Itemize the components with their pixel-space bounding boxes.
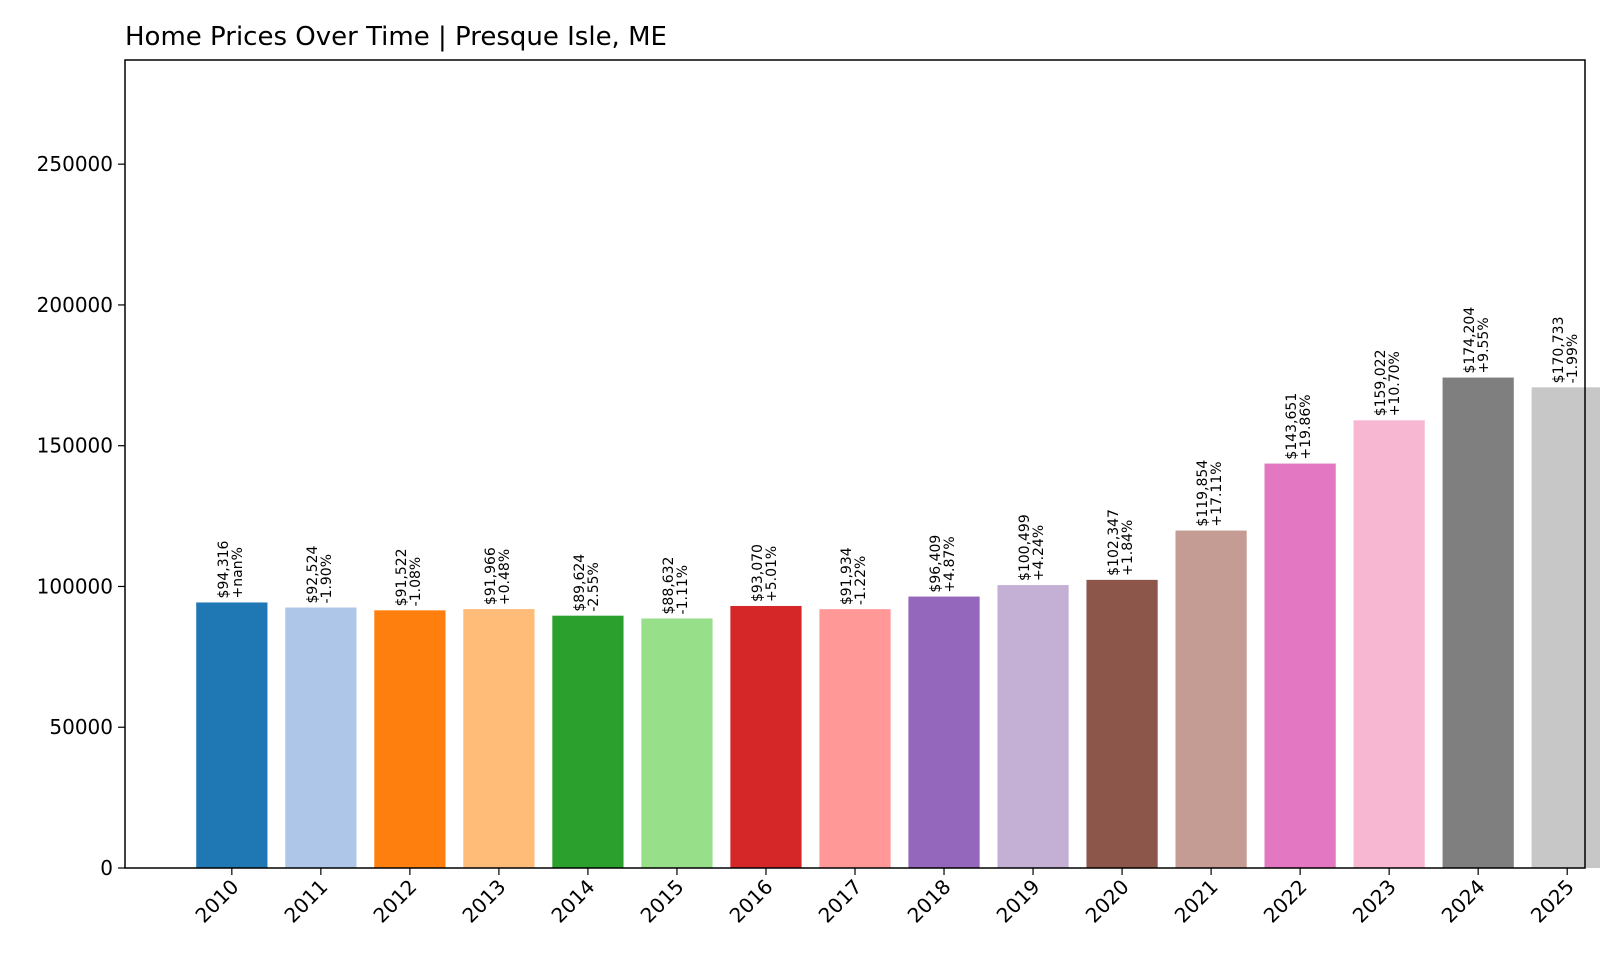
x-tick-label: 2025 (1526, 875, 1579, 928)
bar-change-label: +5.01% (764, 546, 780, 602)
bar-label-2023: $159,022+10.70% (1373, 349, 1403, 416)
bar-change-label: +4.24% (1031, 525, 1047, 581)
x-tick-label: 2019 (992, 875, 1045, 928)
bar-label-2014: $89,624-2.55% (572, 554, 602, 612)
bar-price-label: $92,524 (305, 546, 321, 604)
bar-price-label: $102,347 (1106, 509, 1122, 576)
bar-labels-layer: $94,316+nan% $92,524-1.90% $91,522-1.08% $9… (216, 307, 1581, 615)
bar-label-2011: $92,524-1.90% (305, 546, 335, 604)
bar-label-2012: $91,522-1.08% (394, 548, 424, 606)
y-axis: 0 50000 100000 150000 200000 250000 (37, 152, 125, 880)
chart-title: Home Prices Over Time | Presque Isle, ME (125, 22, 667, 52)
bar-label-2017: $91,934-1.22% (839, 547, 869, 605)
bar-2015 (641, 618, 713, 868)
y-tick-label: 150000 (37, 434, 113, 458)
y-tick-label: 200000 (37, 293, 113, 317)
bar-label-2016: $93,070+5.01% (750, 544, 780, 602)
x-tick-label: 2013 (457, 875, 510, 928)
x-axis: 2010 2011 2012 2013 2014 2015 2016 2017 2018 2019… (190, 868, 1579, 928)
bar-label-2019: $100,499+4.24% (1017, 514, 1047, 581)
x-tick-label: 2020 (1081, 875, 1134, 928)
bar-label-2010: $94,316+nan% (216, 540, 246, 598)
x-tick-label: 2015 (636, 875, 689, 928)
bar-2021 (1175, 530, 1247, 868)
bar-price-label: $96,409 (928, 535, 944, 593)
bar-price-label: $94,316 (216, 540, 232, 598)
bar-label-2018: $96,409+4.87% (928, 535, 958, 593)
bar-change-label: -1.22% (853, 556, 869, 606)
bar-2016 (730, 605, 802, 868)
bar-label-2015: $88,632-1.11% (661, 557, 691, 615)
x-tick-label: 2012 (368, 875, 421, 928)
bar-price-label: $159,022 (1373, 349, 1389, 416)
bar-change-label: -1.08% (408, 557, 424, 607)
bar-price-label: $119,854 (1195, 460, 1211, 527)
x-tick-label: 2021 (1170, 875, 1223, 928)
bar-change-label: -2.55% (586, 562, 602, 612)
bar-change-label: +9.55% (1476, 317, 1492, 373)
bar-2024 (1442, 377, 1514, 868)
x-tick-label: 2014 (546, 875, 599, 928)
x-tick-label: 2024 (1437, 875, 1490, 928)
bar-2023 (1353, 420, 1425, 868)
bar-price-label: $89,624 (572, 554, 588, 612)
bar-change-label: -1.90% (319, 554, 335, 604)
bars-layer (196, 377, 1600, 868)
bar-2011 (285, 607, 357, 868)
bar-label-2021: $119,854+17.11% (1195, 460, 1225, 527)
bar-change-label: +10.70% (1387, 351, 1403, 416)
bar-2020 (1086, 579, 1158, 868)
bar-price-label: $91,522 (394, 548, 410, 606)
bar-change-label: +nan% (230, 547, 246, 598)
bar-2014 (552, 615, 624, 868)
x-tick-label: 2018 (903, 875, 956, 928)
bar-price-label: $143,651 (1284, 393, 1300, 460)
x-tick-label: 2010 (190, 875, 243, 928)
bar-2012 (374, 610, 446, 868)
bar-change-label: +4.87% (942, 536, 958, 592)
bar-price-label: $91,966 (483, 547, 499, 605)
bar-change-label: +19.86% (1298, 394, 1314, 459)
bar-change-label: +0.48% (497, 549, 513, 605)
y-tick-label: 100000 (37, 574, 113, 598)
x-tick-label: 2023 (1348, 875, 1401, 928)
bar-label-2013: $91,966+0.48% (483, 547, 513, 605)
bar-change-label: +1.84% (1120, 520, 1136, 576)
bar-price-label: $93,070 (750, 544, 766, 602)
bar-change-label: -1.99% (1565, 334, 1581, 384)
x-tick-label: 2022 (1259, 875, 1312, 928)
bar-2013 (463, 609, 535, 868)
y-tick-label: 50000 (49, 715, 113, 739)
bar-price-label: $170,733 (1551, 317, 1567, 384)
bar-change-label: +17.11% (1209, 461, 1225, 526)
x-tick-label: 2017 (814, 875, 867, 928)
bar-2017 (819, 609, 891, 868)
x-tick-label: 2016 (725, 875, 778, 928)
bar-change-label: -1.11% (675, 565, 691, 615)
bar-label-2022: $143,651+19.86% (1284, 393, 1314, 460)
bar-price-label: $174,204 (1462, 307, 1478, 374)
bar-2010 (196, 602, 268, 868)
bar-label-2024: $174,204+9.55% (1462, 307, 1492, 374)
y-tick-label: 250000 (37, 152, 113, 176)
x-tick-label: 2011 (279, 875, 332, 928)
bar-label-2020: $102,347+1.84% (1106, 509, 1136, 576)
bar-price-label: $88,632 (661, 557, 677, 615)
bar-label-2025: $170,733-1.99% (1551, 317, 1581, 384)
bar-2022 (1264, 463, 1336, 868)
y-tick-label: 0 (100, 856, 113, 880)
bar-2018 (908, 596, 980, 868)
bar-2019 (997, 585, 1069, 868)
bar-price-label: $100,499 (1017, 514, 1033, 581)
bar-price-label: $91,934 (839, 547, 855, 605)
bar-2025 (1531, 387, 1600, 868)
